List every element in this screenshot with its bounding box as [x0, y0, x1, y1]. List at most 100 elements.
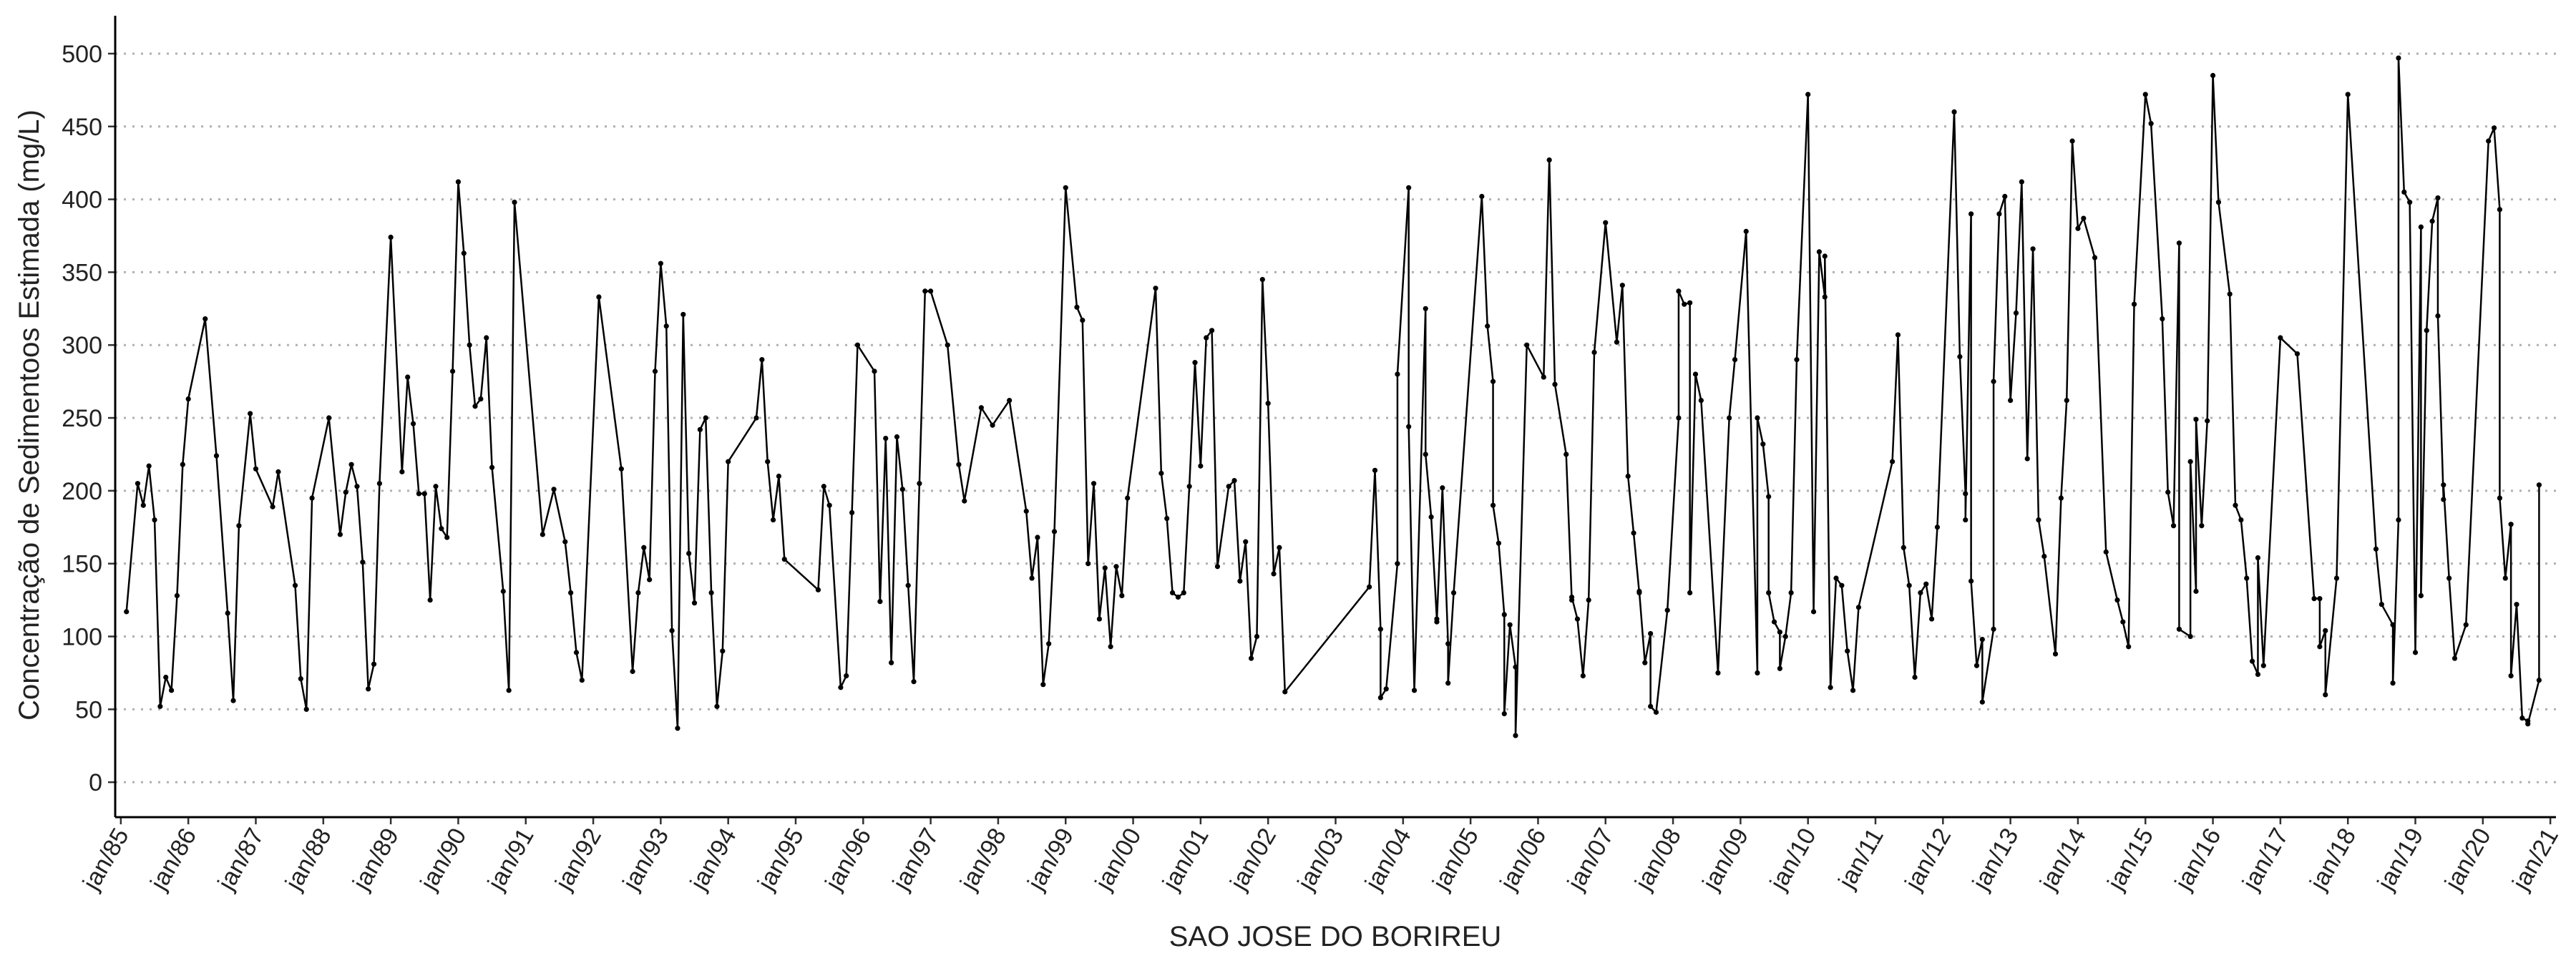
data-point: [1214, 564, 1221, 570]
x-tick-label: jan/15: [2102, 824, 2159, 895]
data-point: [1445, 641, 1451, 647]
x-tick-label: jan/97: [887, 824, 945, 895]
data-point: [962, 498, 967, 504]
data-point: [1524, 342, 1530, 348]
data-point: [928, 288, 934, 294]
data-point: [2233, 502, 2238, 508]
data-point: [2311, 595, 2317, 602]
data-point: [568, 590, 574, 596]
data-point: [248, 411, 253, 416]
data-point: [562, 539, 568, 545]
data-point: [1912, 674, 1918, 680]
data-point: [726, 459, 731, 464]
data-point: [2170, 523, 2177, 529]
data-point: [2536, 482, 2542, 488]
data-point: [2441, 497, 2446, 502]
data-point: [298, 675, 303, 682]
data-point: [146, 463, 152, 469]
data-point: [2148, 121, 2154, 127]
data-point: [2193, 416, 2199, 422]
data-point: [1766, 590, 1772, 596]
data-point: [1974, 663, 1980, 668]
x-tick-label: jan/03: [1292, 824, 1350, 895]
data-point: [185, 396, 191, 402]
data-point: [1996, 211, 2002, 217]
data-point: [467, 342, 472, 348]
x-tick-label: jan/87: [213, 824, 270, 895]
data-point: [337, 532, 343, 537]
data-point: [714, 703, 720, 709]
data-point: [1839, 582, 1845, 588]
data-point: [500, 588, 506, 594]
data-point: [1186, 484, 1192, 489]
x-tick-label: jan/98: [955, 824, 1012, 895]
data-point: [270, 504, 275, 509]
data-point: [1777, 629, 1782, 635]
data-point: [1810, 609, 1817, 615]
data-point: [990, 422, 995, 428]
data-point: [652, 369, 658, 374]
data-point: [1715, 670, 1721, 676]
data-point: [416, 491, 422, 497]
data-point: [1023, 508, 1029, 514]
data-point: [1102, 565, 1108, 571]
data-point: [781, 556, 787, 562]
data-point: [348, 462, 354, 467]
data-point: [1625, 473, 1631, 479]
x-tick-label: jan/08: [1629, 824, 1687, 895]
data-point: [388, 234, 394, 240]
y-tick-label: 250: [62, 405, 102, 432]
y-tick-label: 200: [62, 478, 102, 505]
data-point: [236, 523, 242, 529]
data-point: [2323, 628, 2328, 633]
data-point: [2373, 546, 2379, 552]
data-point: [1085, 561, 1091, 567]
data-point: [376, 481, 382, 487]
data-point: [618, 466, 624, 472]
data-point: [1192, 360, 1198, 366]
data-point: [2502, 575, 2508, 581]
data-point: [1614, 339, 1620, 345]
data-point: [1423, 306, 1428, 311]
x-tick-label: jan/04: [1360, 824, 1417, 895]
data-point: [1282, 689, 1288, 695]
data-point: [1395, 561, 1400, 567]
data-point: [1513, 664, 1518, 670]
data-point: [2131, 301, 2137, 307]
x-tick-label: jan/14: [2034, 824, 2092, 895]
data-point: [2024, 456, 2030, 462]
data-point: [1755, 415, 1760, 421]
y-tick-label: 450: [62, 114, 102, 141]
x-tick-label: jan/02: [1224, 824, 1282, 895]
data-point: [1603, 220, 1609, 225]
data-point: [2317, 644, 2323, 650]
x-tick-label: jan/91: [482, 824, 540, 895]
x-tick-label: jan/16: [2170, 824, 2227, 895]
data-point: [1423, 452, 1428, 457]
data-point: [2323, 692, 2328, 698]
data-point: [2412, 650, 2419, 655]
data-point: [1692, 371, 1699, 377]
data-point: [2036, 517, 2041, 523]
data-point: [1377, 695, 1383, 701]
data-point: [765, 459, 771, 464]
data-point: [883, 435, 889, 441]
x-tick-label: jan/17: [2237, 824, 2294, 895]
data-point: [826, 502, 832, 508]
data-point: [1440, 485, 1445, 491]
data-point: [2407, 200, 2413, 205]
data-point: [956, 462, 962, 467]
data-point: [180, 462, 185, 467]
data-point: [894, 434, 900, 440]
data-point: [478, 396, 484, 402]
data-point: [444, 535, 450, 540]
data-point: [1794, 356, 1800, 363]
data-point: [1934, 525, 1941, 530]
data-point: [1648, 703, 1654, 709]
data-point: [1580, 673, 1586, 679]
data-point: [303, 706, 309, 712]
data-point: [2424, 328, 2429, 333]
data-point: [1929, 616, 1935, 622]
data-point: [2199, 523, 2205, 529]
data-point: [1991, 379, 1996, 384]
